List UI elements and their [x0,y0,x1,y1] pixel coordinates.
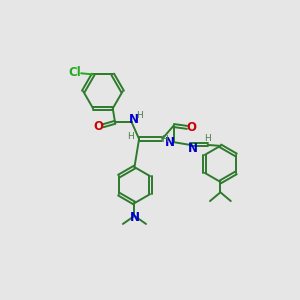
Text: N: N [128,112,139,126]
Text: O: O [93,120,103,133]
Text: O: O [187,121,197,134]
Text: N: N [188,142,198,155]
Text: H: H [204,134,211,143]
Text: Cl: Cl [68,66,81,79]
Text: N: N [165,136,175,149]
Text: H: H [136,111,143,120]
Text: N: N [130,211,140,224]
Text: H: H [161,135,167,144]
Text: H: H [127,132,134,141]
